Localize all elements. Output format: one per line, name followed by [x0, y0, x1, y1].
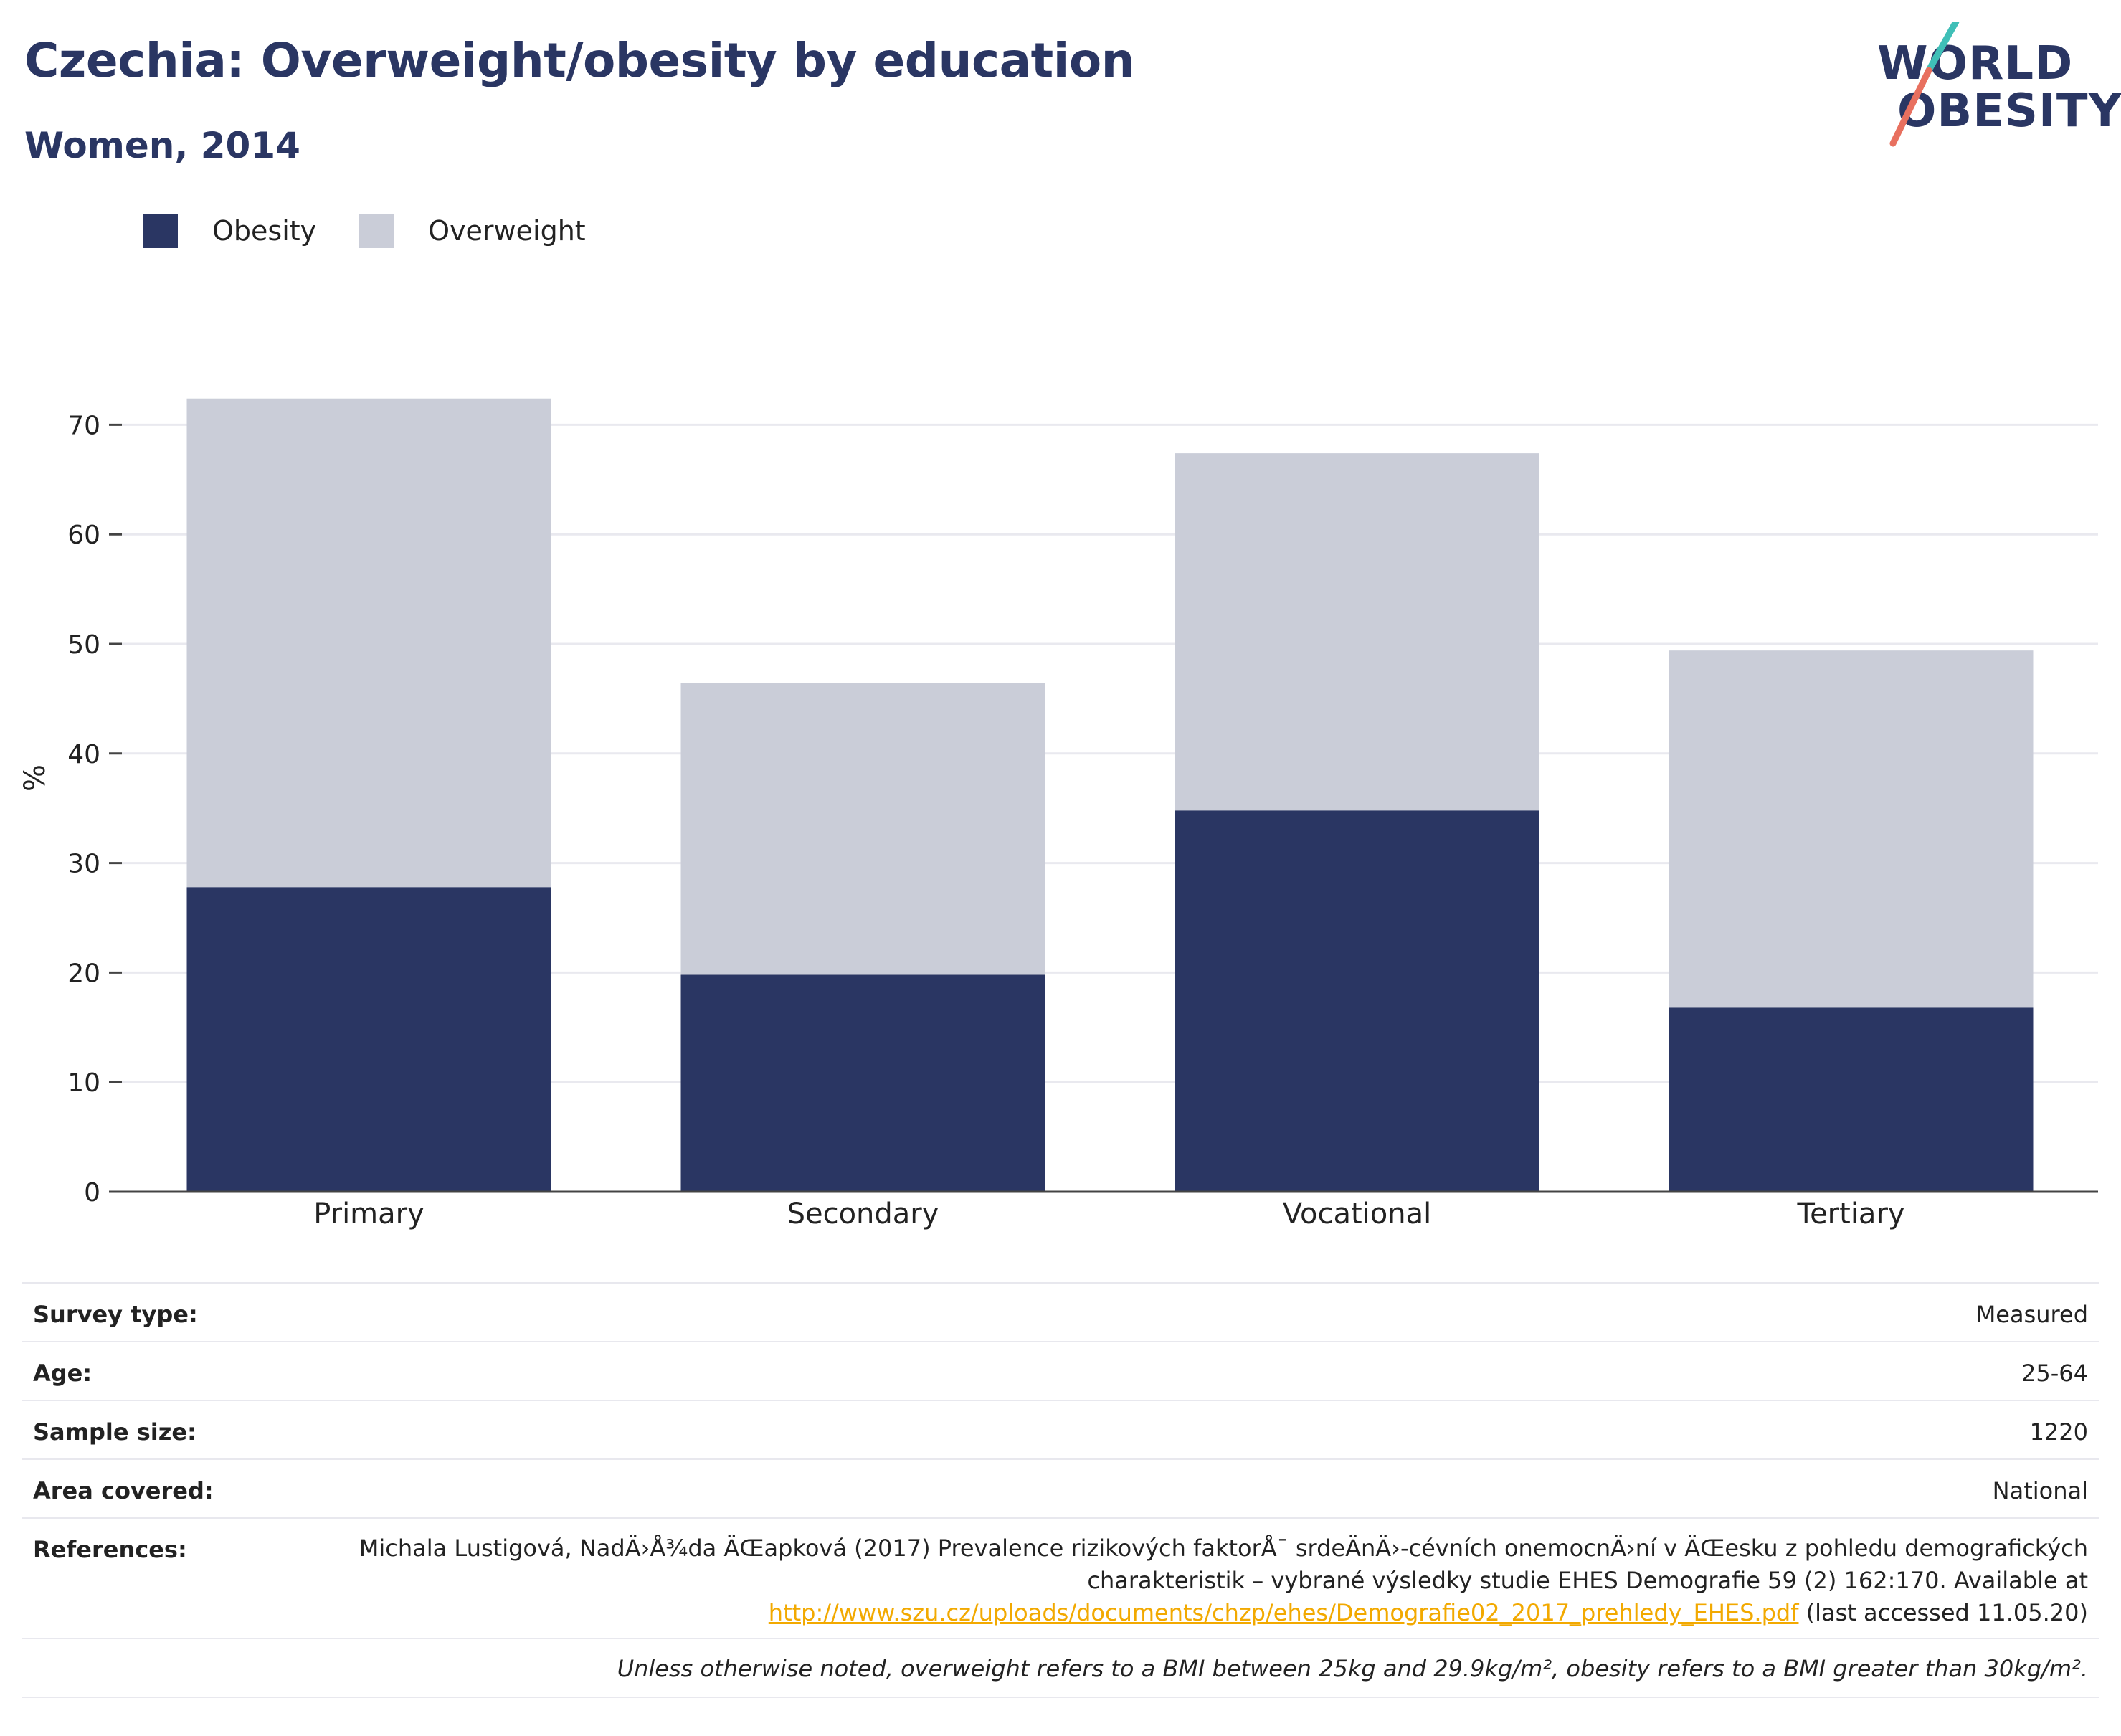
y-tick-label-50: 50	[67, 630, 100, 660]
info-row-survey-type: Survey type: Measured	[22, 1282, 2099, 1341]
survey-info-table: Survey type: Measured Age: 25-64 Sample …	[22, 1282, 2099, 1698]
legend-swatch-obesity	[143, 214, 178, 248]
y-tick-label-0: 0	[84, 1178, 100, 1208]
age-label: Age:	[33, 1360, 92, 1387]
x-tick-label-tertiary: Tertiary	[1796, 1197, 1904, 1230]
reference-link[interactable]: http://www.szu.cz/uploads/documents/chzp…	[768, 1599, 1799, 1626]
legend-item-overweight: Overweight	[359, 214, 586, 248]
info-row-sample-size: Sample size: 1220	[22, 1400, 2099, 1458]
age-value: 25-64	[2021, 1360, 2088, 1387]
y-tick-label-60: 60	[67, 521, 100, 550]
y-tick-label-20: 20	[67, 959, 100, 988]
references-value: Michala Lustigová, NadÄ›Å¾da ÄŒapková (2…	[310, 1532, 2088, 1629]
chart-title: Czechia: Overweight/obesity by education	[24, 33, 1135, 88]
references-label: References:	[33, 1536, 187, 1563]
bar-obesity-secondary	[680, 974, 1045, 1192]
survey-type-label: Survey type:	[33, 1301, 198, 1328]
bar-obesity-vocational	[1175, 810, 1539, 1192]
reference-suffix: (last accessed 11.05.20)	[1806, 1599, 2088, 1626]
bar-overweight-tertiary	[1669, 650, 2034, 1008]
y-tick-label-30: 30	[67, 850, 100, 879]
sample-size-value: 1220	[2029, 1418, 2088, 1446]
bar-obesity-primary	[186, 887, 551, 1192]
info-row-references: References: Michala Lustigová, NadÄ›Å¾da…	[22, 1517, 2099, 1638]
legend-label-overweight: Overweight	[428, 215, 586, 247]
bar-obesity-tertiary	[1669, 1007, 2034, 1192]
bar-overweight-secondary	[680, 683, 1045, 975]
legend-swatch-overweight	[359, 214, 394, 248]
bar-overweight-vocational	[1175, 453, 1539, 811]
bar-overweight-primary	[186, 398, 551, 888]
bmi-definition-note: Unless otherwise noted, overweight refer…	[22, 1638, 2099, 1698]
y-tick-label-70: 70	[67, 411, 100, 440]
x-tick-label-primary: Primary	[313, 1197, 424, 1230]
area-covered-label: Area covered:	[33, 1477, 214, 1504]
chart-subtitle: Women, 2014	[24, 125, 300, 166]
bar-chart: 0 10 20 30 40 50 60 70% Primary Secondary Vocation…	[19, 398, 2098, 1230]
info-row-age: Age: 25-64	[22, 1341, 2099, 1400]
world-obesity-logo: WORLD OBESITY	[1871, 22, 2121, 151]
chart-legend: Obesity Overweight	[143, 214, 629, 248]
sample-size-label: Sample size:	[33, 1418, 196, 1446]
area-covered-value: National	[1992, 1477, 2088, 1504]
reference-text: Michala Lustigová, NadÄ›Å¾da ÄŒapková (2…	[359, 1535, 2088, 1594]
legend-label-obesity: Obesity	[212, 215, 317, 247]
logo-text-world: WORLD	[1877, 37, 2074, 90]
x-tick-label-vocational: Vocational	[1283, 1197, 1431, 1230]
logo-text-obesity: OBESITY	[1897, 85, 2121, 138]
survey-type-value: Measured	[1975, 1301, 2088, 1328]
y-axis-label: %	[19, 764, 52, 792]
x-tick-label-secondary: Secondary	[787, 1197, 939, 1230]
legend-item-obesity: Obesity	[143, 214, 316, 248]
info-row-area-covered: Area covered: National	[22, 1458, 2099, 1517]
logo-slash-icon	[1889, 22, 1960, 147]
y-tick-label-40: 40	[67, 740, 100, 769]
y-tick-label-10: 10	[67, 1068, 100, 1098]
